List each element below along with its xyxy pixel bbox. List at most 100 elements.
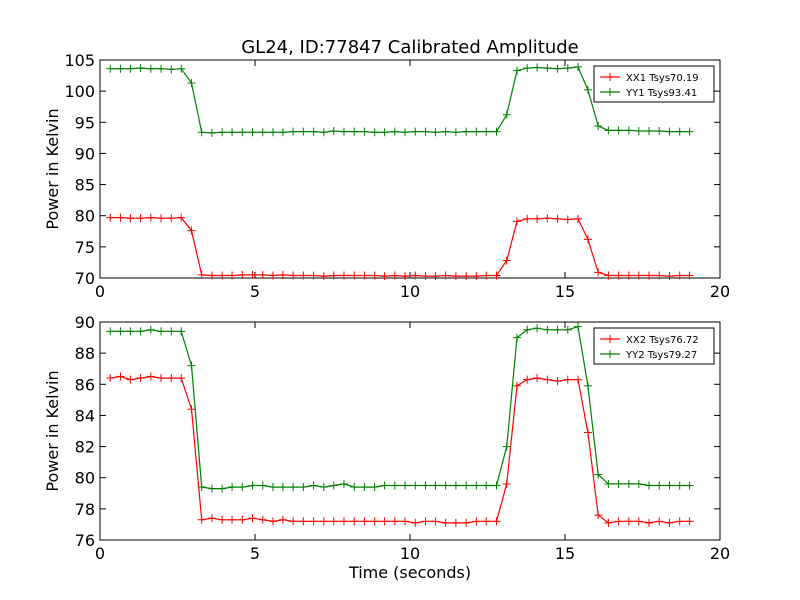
- data-point: [685, 127, 694, 136]
- legend-box: [593, 327, 715, 365]
- y-axis-label: Power in Kelvin: [43, 108, 62, 229]
- data-point: [380, 517, 389, 526]
- data-point: [289, 271, 298, 280]
- data-point: [126, 64, 135, 73]
- data-point: [401, 517, 410, 526]
- data-point: [309, 271, 318, 280]
- data-point: [574, 62, 583, 71]
- data-point: [451, 272, 460, 281]
- data-point: [238, 483, 247, 492]
- data-point: [177, 374, 186, 383]
- data-point: [278, 128, 287, 137]
- data-point: [167, 65, 176, 74]
- data-point: [157, 327, 166, 336]
- data-point: [462, 518, 471, 527]
- data-point: [329, 517, 338, 526]
- data-point: [126, 214, 135, 223]
- data-point: [614, 271, 623, 280]
- data-point: [268, 517, 277, 526]
- data-point: [401, 128, 410, 137]
- data-point: [533, 324, 542, 333]
- data-point: [411, 271, 420, 280]
- y-tick-label: 86: [75, 375, 95, 394]
- y-tick-label: 82: [75, 438, 95, 457]
- data-point: [685, 481, 694, 490]
- data-point: [624, 479, 633, 488]
- data-point: [177, 327, 186, 336]
- data-point: [614, 517, 623, 526]
- data-point: [309, 517, 318, 526]
- y-tick-label: 76: [75, 531, 95, 550]
- data-point: [289, 127, 298, 136]
- x-tick-label: 15: [555, 544, 575, 563]
- data-point: [380, 481, 389, 490]
- data-point: [685, 271, 694, 280]
- data-point: [523, 214, 532, 223]
- data-point: [319, 483, 328, 492]
- data-point: [390, 517, 399, 526]
- data-point: [462, 272, 471, 281]
- data-point: [177, 213, 186, 222]
- data-point: [228, 515, 237, 524]
- data-point: [472, 272, 481, 281]
- data-point: [472, 127, 481, 136]
- data-point: [339, 517, 348, 526]
- data-point: [289, 517, 298, 526]
- data-point: [390, 271, 399, 280]
- data-point: [380, 272, 389, 281]
- data-point: [553, 64, 562, 73]
- data-point: [258, 128, 267, 137]
- data-point: [675, 127, 684, 136]
- data-point: [492, 481, 501, 490]
- data-point: [218, 515, 227, 524]
- data-point: [401, 481, 410, 490]
- x-tick-label: 10: [400, 282, 420, 301]
- data-point: [278, 270, 287, 279]
- series-line: [110, 325, 690, 490]
- data-point: [136, 327, 145, 336]
- x-tick-label: 5: [250, 282, 260, 301]
- data-point: [370, 271, 379, 280]
- data-point: [512, 333, 521, 342]
- data-point: [309, 127, 318, 136]
- data-point: [146, 64, 155, 73]
- data-point: [319, 517, 328, 526]
- data-point: [136, 64, 145, 73]
- data-point: [645, 518, 654, 527]
- data-point: [583, 85, 592, 94]
- data-point: [197, 128, 206, 137]
- data-point: [167, 374, 176, 383]
- data-point: [268, 128, 277, 137]
- legend-swatch-marker: [606, 73, 614, 81]
- data-point: [604, 479, 613, 488]
- data-point: [106, 64, 115, 73]
- y-tick-label: 90: [75, 144, 95, 163]
- legend-entry-label: XX1 Tsys70.19: [626, 73, 699, 84]
- data-point: [238, 515, 247, 524]
- data-point: [197, 515, 206, 524]
- data-point: [563, 64, 572, 73]
- data-point: [126, 327, 135, 336]
- data-point: [258, 481, 267, 490]
- data-point: [675, 271, 684, 280]
- data-point: [574, 375, 583, 384]
- data-point: [136, 214, 145, 223]
- data-point: [431, 128, 440, 137]
- data-point: [482, 517, 491, 526]
- data-point: [543, 64, 552, 73]
- data-point: [319, 128, 328, 137]
- y-tick-label: 85: [75, 176, 95, 195]
- data-point: [502, 256, 511, 265]
- data-point: [451, 128, 460, 137]
- data-point: [655, 271, 664, 280]
- legend-entry-label: YY2 Tsys79.27: [625, 350, 697, 361]
- data-point: [462, 481, 471, 490]
- data-point: [665, 518, 674, 527]
- data-point: [665, 272, 674, 281]
- legend-entry-label: YY1 Tsys93.41: [625, 88, 697, 99]
- data-point: [116, 327, 125, 336]
- series-yy: [106, 322, 694, 493]
- data-point: [411, 127, 420, 136]
- legend: XX2 Tsys76.72 YY2 Tsys79.27: [593, 327, 715, 365]
- x-axis-label: Time (seconds): [348, 563, 471, 582]
